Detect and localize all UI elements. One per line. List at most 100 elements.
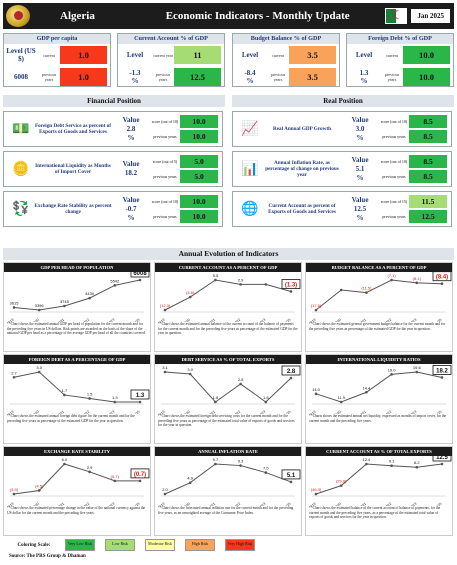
coloring-scale-label: Coloring Scale: xyxy=(17,542,51,548)
chart-svg: 3.120193.020201.620212.520221.620232.8Cu… xyxy=(157,365,301,414)
data-point xyxy=(63,304,66,308)
value-label: Value xyxy=(122,115,140,124)
x-tick-label: 2023 xyxy=(409,410,418,414)
year-label: current year xyxy=(152,52,174,58)
chart-panel: DEBT SERVICE AS % OF TOTAL EXPORTS 3.1 201… xyxy=(154,354,302,444)
coins-icon: 🪙 xyxy=(12,161,30,177)
x-tick-label: 2021 xyxy=(358,502,367,506)
year-label: score (out of 15) xyxy=(380,199,408,204)
data-point xyxy=(314,392,318,396)
data-label: 5.1 xyxy=(287,473,296,479)
value-label: Value xyxy=(351,195,369,204)
year-labels: score (out of 15) previous years xyxy=(379,199,409,219)
value-number: -8.4 xyxy=(244,69,256,77)
indicator-name: Foreign Debt Service as percent of Expor… xyxy=(34,123,112,135)
x-tick-label: 2023 xyxy=(107,502,116,506)
data-point xyxy=(239,283,242,286)
data-point xyxy=(289,480,293,484)
data-label: (4.5) xyxy=(35,483,44,488)
score-cell: 10.0 xyxy=(403,46,450,64)
score-cell: 3.5 xyxy=(289,68,336,86)
x-tick-label: 2021 xyxy=(207,318,216,322)
current-value-box xyxy=(130,468,150,479)
financial-indicator-panel: 🪙 International Liquidity as Months of I… xyxy=(3,151,223,187)
data-label: (1.3) xyxy=(285,282,297,288)
value-number: -1.3 xyxy=(129,69,141,77)
year-label: current xyxy=(43,52,55,58)
data-point xyxy=(37,370,41,374)
year-label: score (out of 10) xyxy=(151,119,179,124)
value-unit: % xyxy=(246,77,254,85)
x-tick-label: 2023 xyxy=(258,410,267,414)
chart-title: CURRENT ACCOUNT AS A PERCENT OF GDP xyxy=(155,263,301,272)
data-label: 14.4 xyxy=(363,385,372,390)
data-label: 5.5 xyxy=(213,273,219,278)
data-label: 2.0 xyxy=(162,487,168,492)
value-number: 5.1 xyxy=(355,164,365,173)
x-tick-label: 2020 xyxy=(182,318,191,322)
data-label: 1.6 xyxy=(263,395,269,400)
logo-icon xyxy=(6,5,30,27)
indicator-title: GDP per capita xyxy=(4,34,110,44)
chart-panel: ANNUAL INFLATION RATE 2.0 2019 4.9 2020 9.7 20… xyxy=(154,446,302,536)
data-point xyxy=(214,462,217,466)
real-indicator-panel: 📈 Real Annual GDP Growth Value 3.0% score… xyxy=(232,111,452,147)
x-tick-label: 2020 xyxy=(333,410,342,414)
current-value-box xyxy=(432,365,452,375)
data-label: (7.1) xyxy=(387,273,396,278)
value-number: 2.8 xyxy=(126,124,136,133)
x-tick-label: 2022 xyxy=(384,410,393,414)
value-label: Value xyxy=(122,195,140,204)
x-tick-label: 2023 xyxy=(258,502,267,506)
series-line xyxy=(13,463,140,495)
chart-note: **Chart shows the estimated percentage c… xyxy=(7,506,146,515)
indicator-value: Value -0.7% xyxy=(112,196,150,223)
score-cell: 3.5 xyxy=(289,46,336,64)
current-value-box xyxy=(130,389,150,400)
data-point xyxy=(440,376,444,379)
value-number: 3.0 xyxy=(355,124,365,133)
indicator-label: Level xyxy=(355,51,373,59)
score-cell: 1.0 xyxy=(60,68,107,86)
data-label: 19.0 xyxy=(388,367,397,372)
score-cell: 10.0 xyxy=(180,115,218,128)
score-cell: 8.5 xyxy=(409,130,447,143)
year-label: previous years xyxy=(153,134,177,139)
data-point xyxy=(390,373,393,376)
chart-panel: EXCHANGE RATE STABILITY (5.9) 2019 (4.5) 202… xyxy=(3,446,151,536)
indicator-title: Budget Balance % of GDP xyxy=(233,34,339,44)
data-point xyxy=(88,397,91,400)
indicator-title: Current Account % of GDP xyxy=(118,34,224,44)
series-line xyxy=(13,371,140,403)
data-label: 9.1 xyxy=(389,459,395,464)
indicator-name: Exchange Rate Stability as percent chang… xyxy=(34,203,112,215)
x-tick-label: 2023 xyxy=(107,318,116,322)
value-label: Value xyxy=(122,160,140,168)
data-label: 6.0 xyxy=(62,457,68,462)
indicator-value: -8.4% xyxy=(233,69,267,85)
scale-swatch: Moderate Risk xyxy=(145,539,175,551)
data-point xyxy=(163,370,167,374)
data-label: (4.6) xyxy=(186,290,195,295)
chart-svg: (17.6) 2019 2020 (11.5) 2021 (7.1) 2022 (8.1) 20… xyxy=(308,272,452,322)
chart-svg: 2.020194.920209.720219.320227.520235.1Cu… xyxy=(157,457,301,506)
value-unit: % xyxy=(356,133,364,142)
chart-panel: BUDGET BALANCE AS A PERCENT OF GDP (17.6)… xyxy=(305,262,453,352)
data-label: 19.6 xyxy=(413,365,422,370)
x-tick-label: 2022 xyxy=(233,502,242,506)
coloring-scale: Coloring Scale: Very Low Risk Low Risk Mod… xyxy=(3,538,454,552)
x-tick-label: 2019 xyxy=(157,502,166,506)
value-label: Value xyxy=(351,155,369,164)
score-cell: 1.0 xyxy=(60,46,107,64)
data-point xyxy=(365,390,368,394)
current-value-box xyxy=(432,272,452,282)
x-tick-label: 2021 xyxy=(56,318,65,322)
year-label: previous years xyxy=(155,72,171,82)
value-number: 12.5 xyxy=(353,204,367,213)
data-point xyxy=(314,492,318,496)
annual-evolution-header: Annual Evolution of Indicators xyxy=(3,248,454,260)
x-tick-label: 2022 xyxy=(82,410,91,414)
data-label: 1.6 xyxy=(213,395,219,400)
year-label: previous years xyxy=(382,214,406,219)
indicator-name: Current Account as percent of Exports of… xyxy=(268,203,336,215)
